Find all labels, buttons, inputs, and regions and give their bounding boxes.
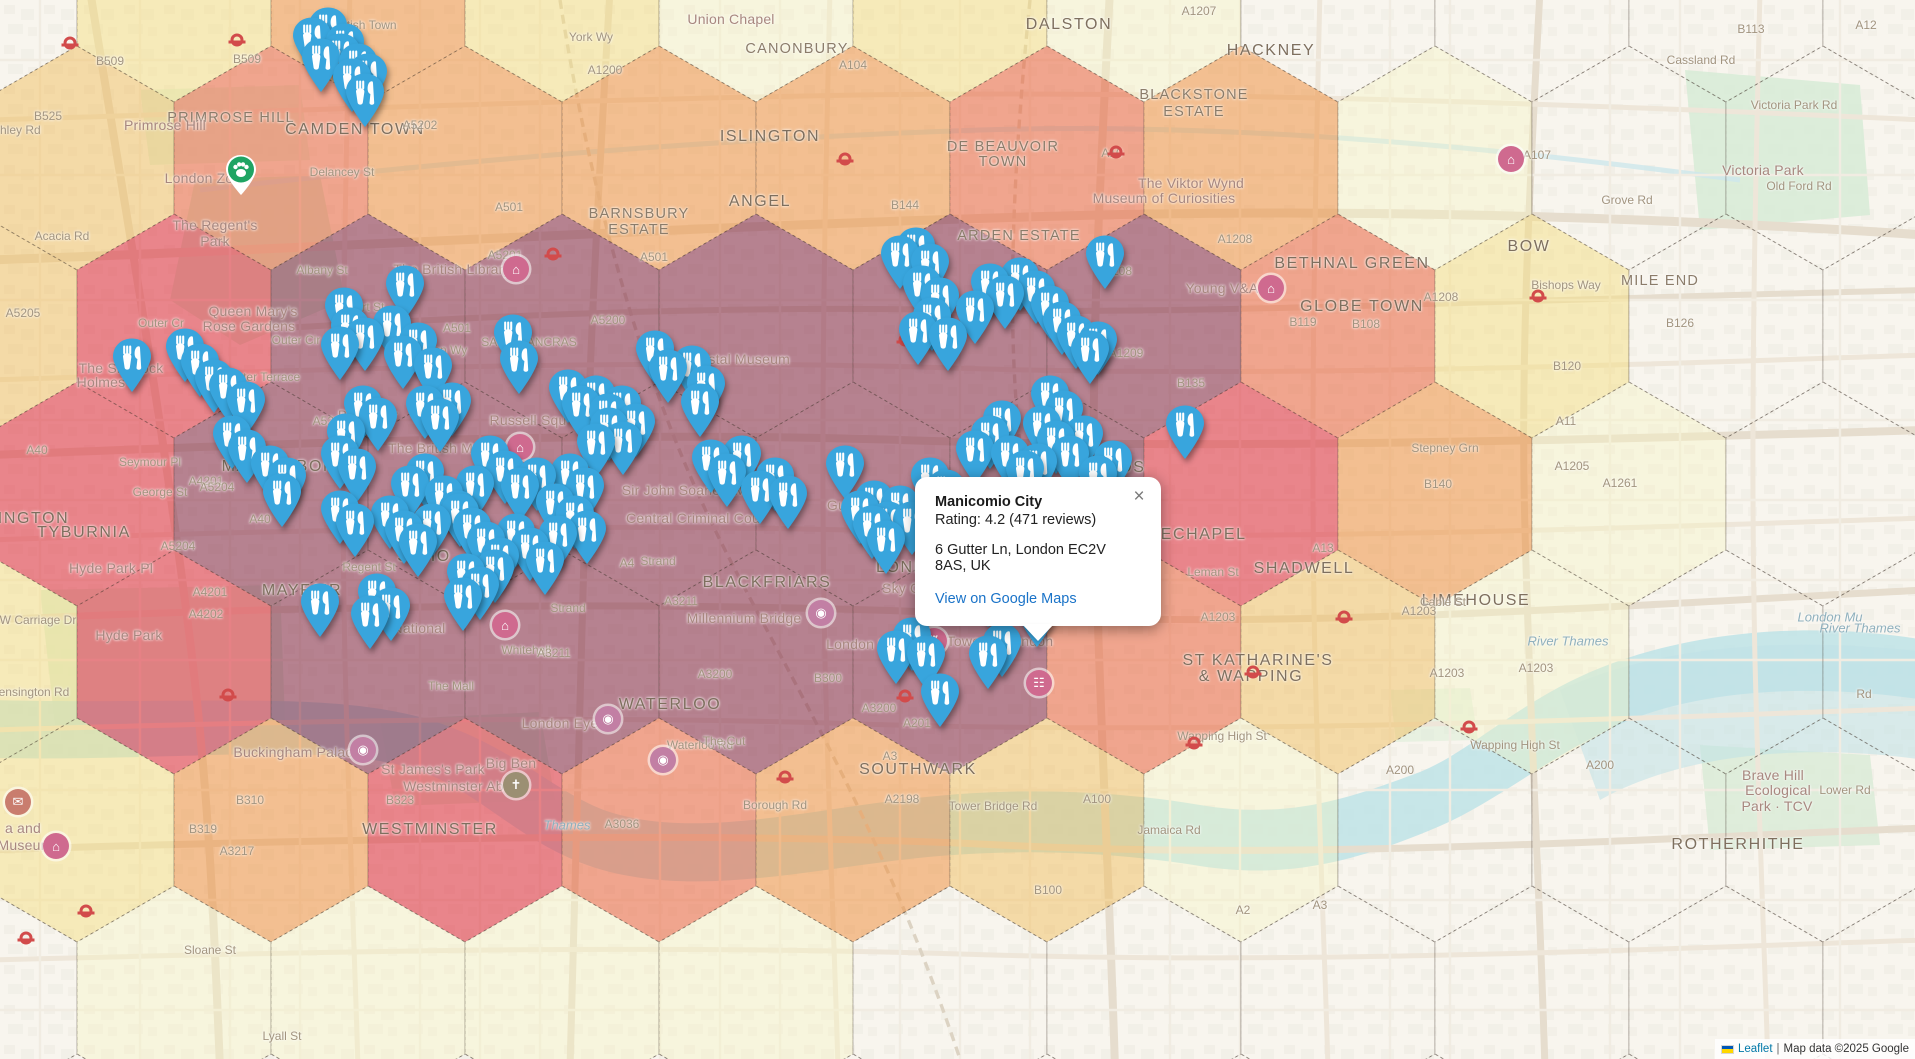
restaurant-fork-knife-icon[interactable] bbox=[396, 522, 440, 578]
church-icon[interactable]: ✝ bbox=[503, 772, 529, 798]
restaurant-fork-knife-icon[interactable] bbox=[966, 634, 1010, 690]
tube-station-icon bbox=[896, 689, 914, 703]
ukraine-flag-icon bbox=[1720, 1044, 1734, 1054]
museum-icon[interactable]: ⌂ bbox=[1498, 146, 1524, 172]
tube-station-icon bbox=[1460, 720, 1478, 734]
restaurant-fork-knife-icon[interactable] bbox=[766, 474, 810, 530]
popup-rating: Rating: 4.2 (471 reviews) bbox=[935, 512, 1097, 528]
restaurant-fork-knife-icon[interactable] bbox=[318, 325, 362, 381]
restaurant-fork-knife-icon[interactable] bbox=[497, 339, 541, 395]
restaurant-fork-knife-icon[interactable] bbox=[441, 576, 485, 632]
tube-station-icon bbox=[776, 770, 794, 784]
museum-icon[interactable]: ⌂ bbox=[503, 256, 529, 282]
restaurant-fork-knife-icon[interactable] bbox=[1083, 234, 1127, 290]
popup-address: 6 Gutter Ln, London EC2V 8AS, UK bbox=[935, 542, 1106, 574]
restaurant-fork-knife-icon[interactable] bbox=[110, 337, 154, 393]
popup-tail bbox=[1022, 624, 1054, 641]
camera-icon[interactable]: ◉ bbox=[595, 706, 621, 732]
restaurant-fork-knife-icon[interactable] bbox=[678, 382, 722, 438]
restaurant-fork-knife-icon[interactable] bbox=[333, 502, 377, 558]
place-detail-popup[interactable]: × Manicomio City Rating: 4.2 (471 review… bbox=[915, 477, 1161, 641]
tube-station-icon bbox=[1107, 145, 1125, 159]
restaurant-fork-knife-icon[interactable] bbox=[348, 594, 392, 650]
map-attribution: Leaflet | Map data ©2025 Google bbox=[1714, 1039, 1915, 1059]
tube-station-icon bbox=[1185, 736, 1203, 750]
tube-station-icon bbox=[61, 36, 79, 50]
restaurant-fork-knife-icon[interactable] bbox=[918, 672, 962, 728]
leaflet-link[interactable]: Leaflet bbox=[1737, 1043, 1773, 1055]
bridge-icon[interactable]: ☷ bbox=[1026, 670, 1052, 696]
tube-station-icon bbox=[219, 688, 237, 702]
restaurant-fork-knife-icon[interactable] bbox=[926, 316, 970, 372]
london-zoo-poi-icon[interactable] bbox=[224, 154, 258, 196]
museum-icon[interactable]: ⌂ bbox=[43, 833, 69, 859]
restaurant-fork-knife-icon[interactable] bbox=[1163, 404, 1207, 460]
camera-icon[interactable]: ◉ bbox=[350, 737, 376, 763]
museum-icon[interactable]: ⌂ bbox=[1258, 275, 1284, 301]
tube-station-icon bbox=[17, 931, 35, 945]
restaurant-fork-knife-icon[interactable] bbox=[260, 472, 304, 528]
tube-station-icon bbox=[836, 152, 854, 166]
restaurant-fork-knife-icon[interactable] bbox=[298, 582, 342, 638]
restaurant-fork-knife-icon[interactable] bbox=[418, 397, 462, 453]
restaurant-fork-knife-icon[interactable] bbox=[1068, 329, 1112, 385]
camera-icon[interactable]: ◉ bbox=[808, 600, 834, 626]
restaurant-fork-knife-icon[interactable] bbox=[864, 519, 908, 575]
tube-station-icon bbox=[1529, 289, 1547, 303]
restaurant-fork-knife-icon[interactable] bbox=[523, 540, 567, 596]
tube-station-icon bbox=[1244, 665, 1262, 679]
tube-station-icon bbox=[1335, 610, 1353, 624]
view-on-google-maps-link[interactable]: View on Google Maps bbox=[935, 591, 1077, 607]
popup-place-title: Manicomio City bbox=[935, 494, 1043, 510]
tube-station-icon bbox=[228, 33, 246, 47]
museum-icon[interactable]: ⌂ bbox=[492, 612, 518, 638]
mail-icon[interactable]: ✉ bbox=[5, 789, 31, 815]
tube-station-icon bbox=[77, 904, 95, 918]
close-icon[interactable]: × bbox=[1128, 486, 1150, 508]
tube-station-icon bbox=[544, 247, 562, 261]
attribution-separator: | bbox=[1776, 1043, 1780, 1055]
camera-icon[interactable]: ◉ bbox=[650, 747, 676, 773]
restaurant-fork-knife-icon[interactable] bbox=[343, 72, 387, 128]
map-data-credit: Map data ©2025 Google bbox=[1783, 1043, 1909, 1055]
